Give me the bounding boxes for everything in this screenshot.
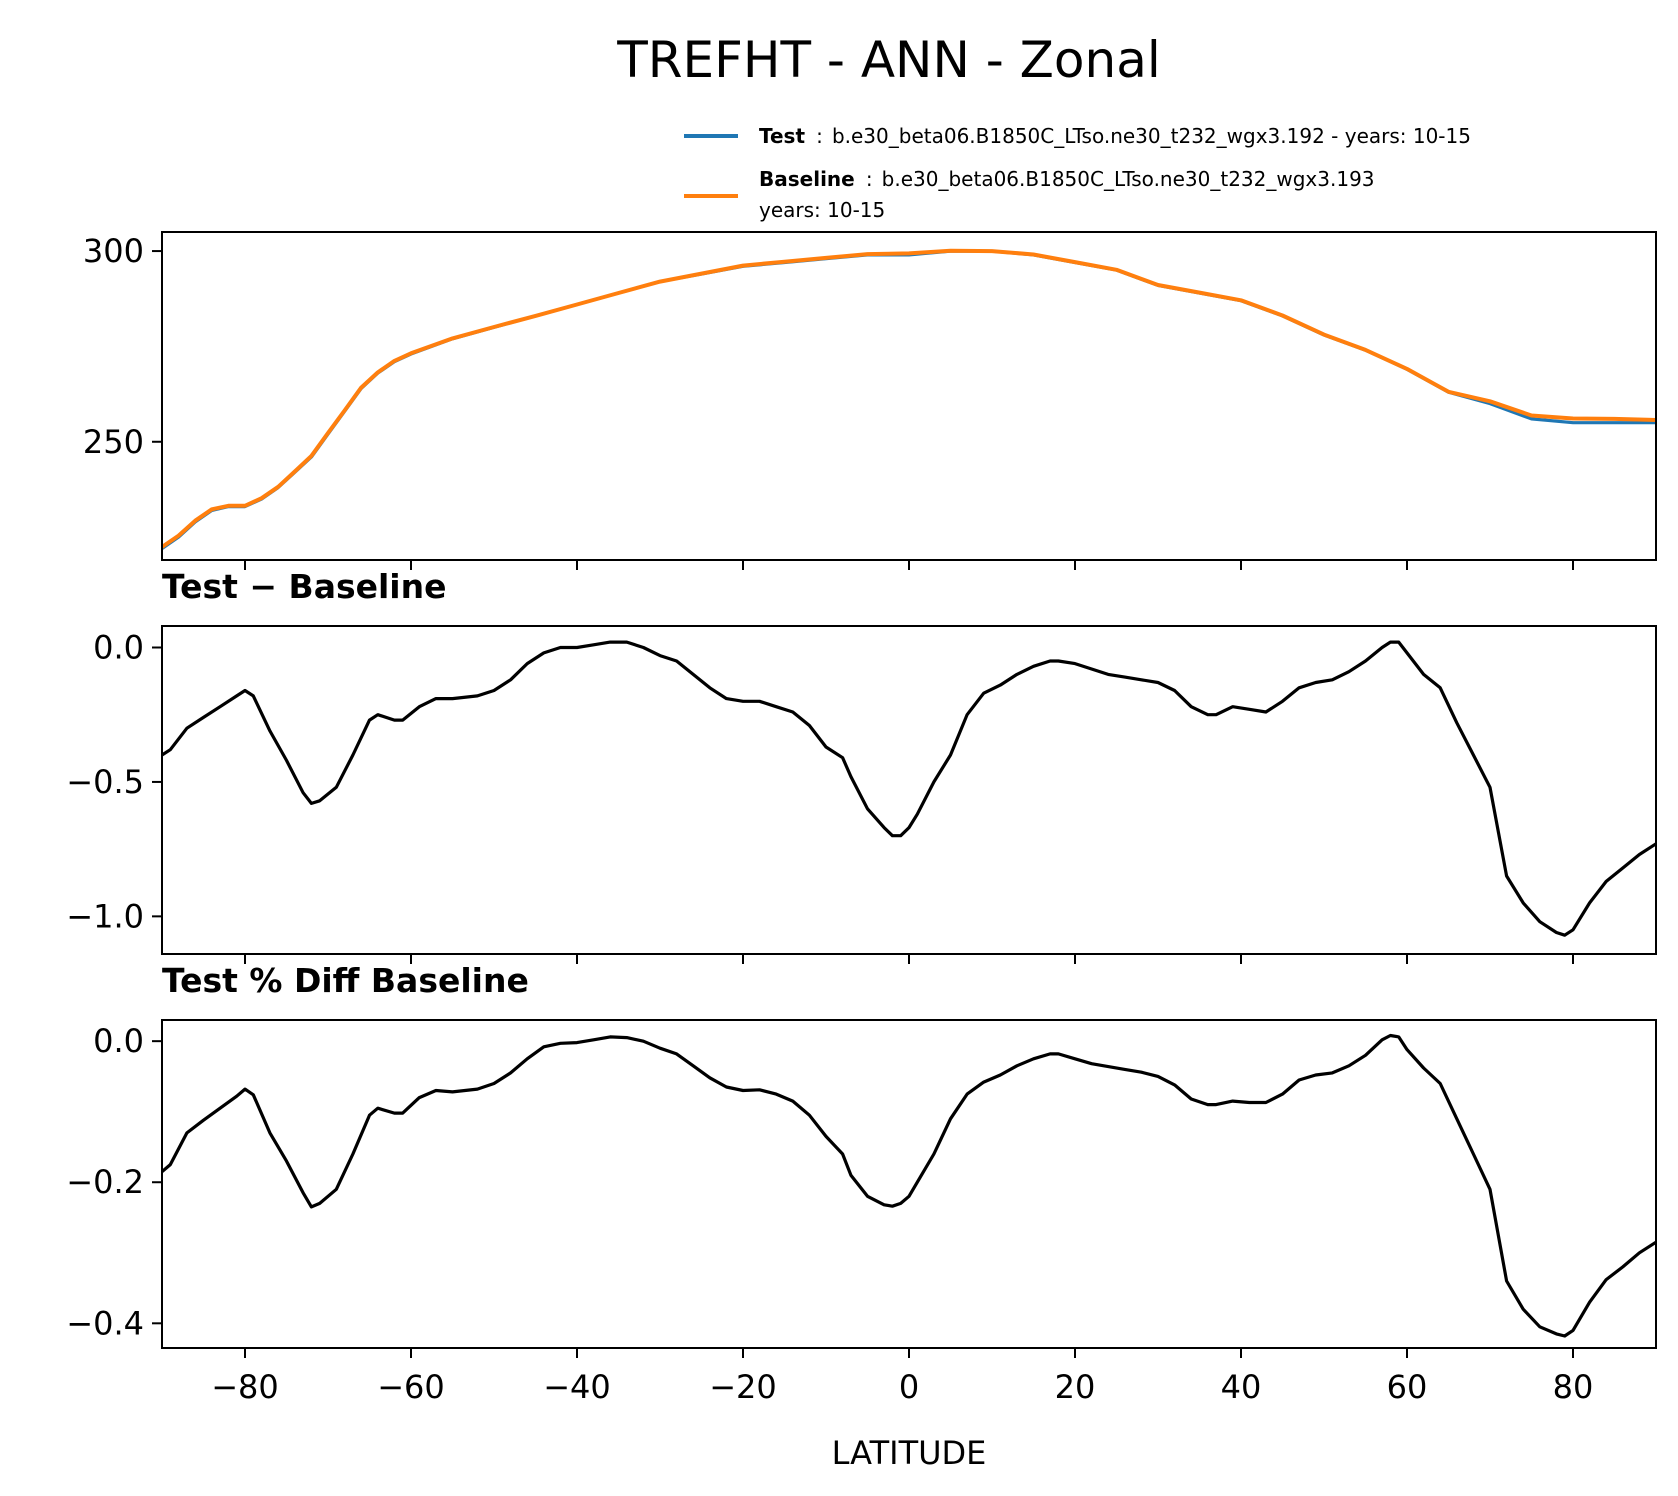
x-tick-label-0: −80 (211, 1368, 279, 1406)
panel-pctdiff-title: Test % Diff Baseline (162, 961, 529, 1000)
x-tick-label-7: 60 (1387, 1368, 1428, 1406)
legend-baseline-text: b.e30_beta06.B1850C_LTso.ne30_t232_wgx3.… (882, 167, 1375, 191)
x-axis-label: LATITUDE (832, 1434, 987, 1472)
y-tick-label-1-2: −1.0 (66, 897, 144, 935)
y-tick-label-0-1: 300 (83, 232, 144, 270)
legend-baseline-name: Baseline (759, 167, 855, 191)
legend-test-text: b.e30_beta06.B1850C_LTso.ne30_t232_wgx3.… (832, 124, 1471, 148)
y-tick-label-1-1: −0.5 (66, 763, 144, 801)
legend-baseline-text-line2: years: 10-15 (759, 198, 885, 222)
panel-difference: 0.0 −0.5 −1.0 (66, 625, 1657, 964)
x-tick-label-6: 40 (1221, 1368, 1262, 1406)
series-line-0-1 (160, 248, 1657, 549)
axes-frame-0 (161, 231, 1657, 561)
legend-entry-test: Test : b.e30_beta06.B1850C_LTso.ne30_t23… (759, 124, 1471, 148)
x-tick-label-8: 80 (1553, 1368, 1594, 1406)
legend-baseline-separator: : (866, 167, 873, 191)
legend-test-separator: : (816, 124, 823, 148)
y-tick-label-1-0: 0.0 (93, 629, 144, 667)
figure-title: TREFHT - ANN - Zonal (616, 31, 1161, 89)
x-tick-label-2: −40 (543, 1368, 611, 1406)
legend: Test : b.e30_beta06.B1850C_LTso.ne30_t23… (684, 124, 1471, 222)
x-tick-label-4: 0 (899, 1368, 919, 1406)
axes-frame-1 (161, 625, 1657, 955)
series-line-1-0 (161, 640, 1657, 937)
x-tick-label-1: −60 (377, 1368, 445, 1406)
legend-test-name: Test (759, 124, 805, 148)
panel-diff-title: Test − Baseline (162, 567, 447, 606)
series-line-2-0 (160, 1033, 1657, 1338)
y-tick-label-2-2: −0.4 (66, 1304, 144, 1342)
legend-entry-baseline: Baseline : b.e30_beta06.B1850C_LTso.ne30… (759, 167, 1375, 191)
panel-zonal-mean: 250 300 (83, 231, 1657, 570)
axes-frame-2 (161, 1019, 1657, 1349)
y-tick-label-2-0: 0.0 (93, 1022, 144, 1060)
x-tick-label-3: −20 (709, 1368, 777, 1406)
panel-percent-difference: −80 −60 −40 −20 0 20 40 60 80 0.0 −0.2 −0.4 (66, 1019, 1657, 1406)
x-tick-label-5: 20 (1055, 1368, 1096, 1406)
y-tick-label-2-1: −0.2 (66, 1163, 144, 1201)
y-tick-label-0-0: 250 (83, 423, 144, 461)
series-line-0-0 (161, 249, 1656, 550)
